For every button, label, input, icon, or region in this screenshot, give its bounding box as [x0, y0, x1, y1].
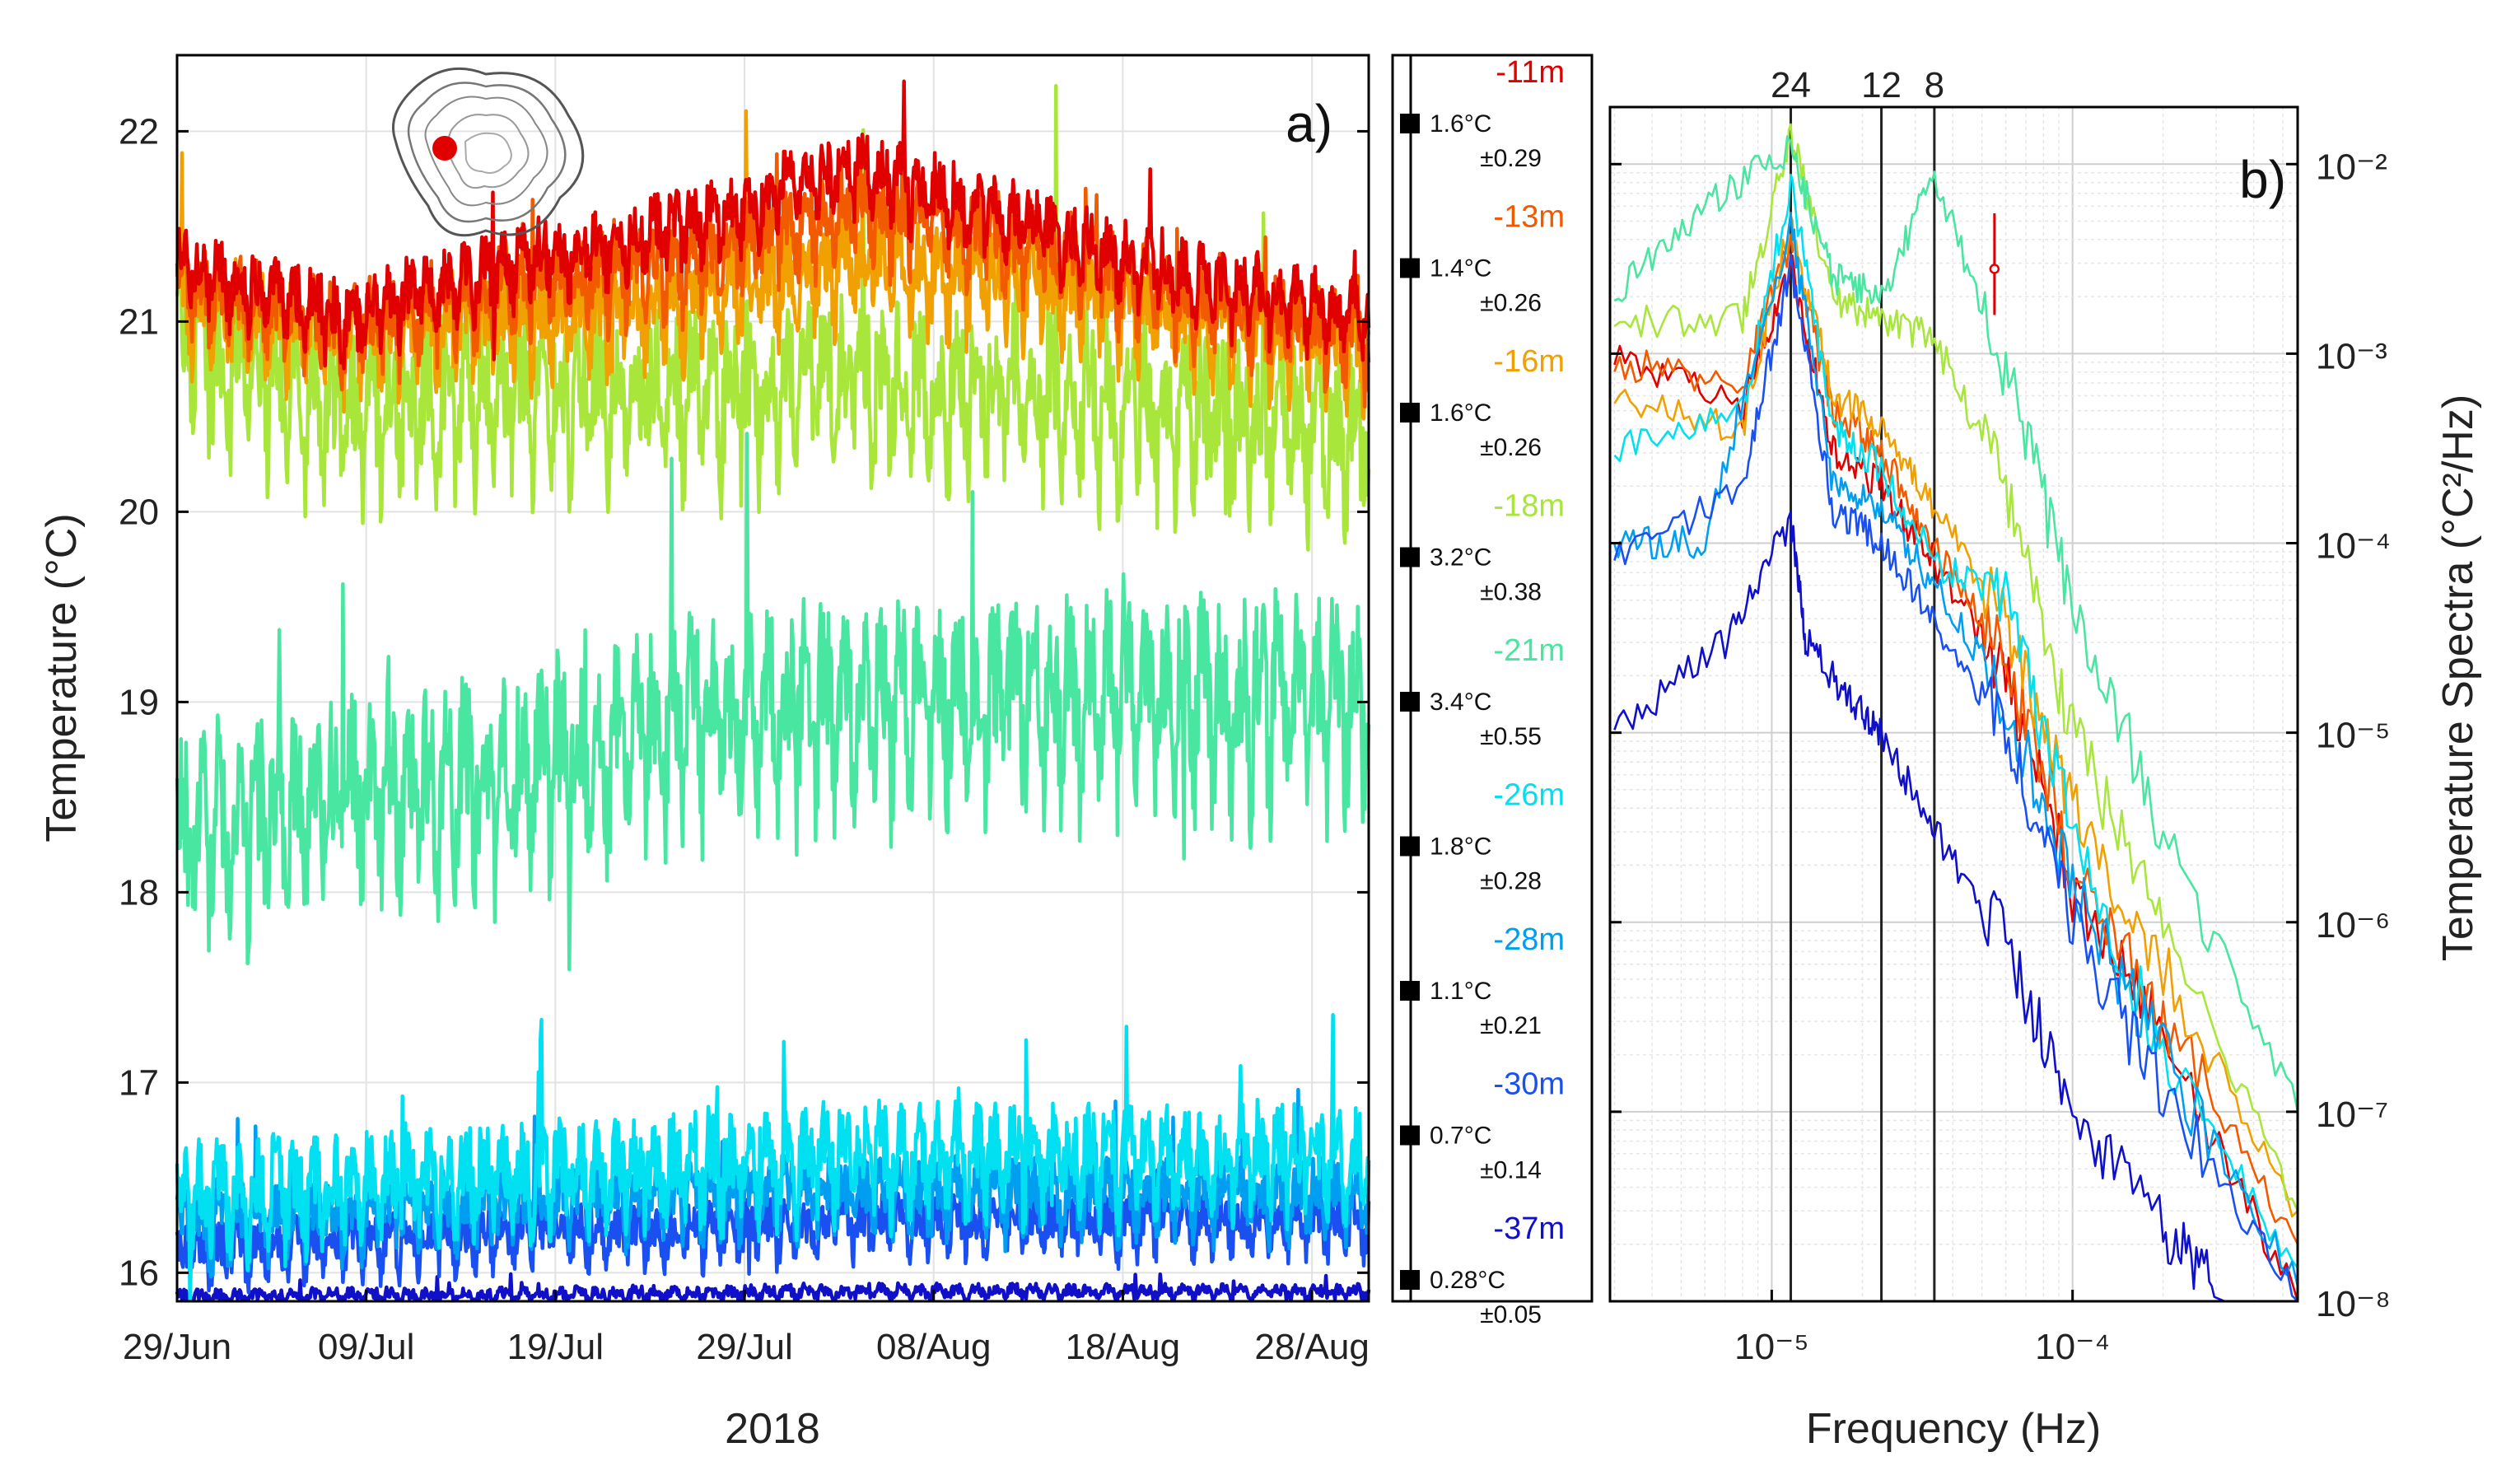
- legend-depth-label: -13m: [1493, 200, 1565, 235]
- panel-a-x-tick-label: 08/Aug: [876, 1327, 991, 1367]
- legend-uncertainty: ±0.29: [1480, 145, 1542, 172]
- legend-depth-label: -26m: [1493, 778, 1565, 813]
- legend-frame: [1391, 54, 1594, 1303]
- depth-legend: -11m1.6°C±0.29-13m1.4°C±0.26-16m1.6°C±0.…: [1391, 54, 1594, 1328]
- legend-marker: [1400, 114, 1420, 133]
- legend-uncertainty: ±0.28: [1480, 868, 1542, 895]
- legend-std-value: 1.8°C: [1430, 833, 1491, 861]
- panel-a-y-tick-label: 21: [119, 301, 159, 342]
- panel-b-series: [1613, 123, 2299, 1303]
- panel-a-series: [175, 79, 1371, 1301]
- panel-a-x-tick-label: 29/Jun: [123, 1327, 231, 1367]
- legend-depth-label: -18m: [1493, 489, 1565, 524]
- panel-a-x-axis-label: 2018: [725, 1405, 820, 1453]
- panel-a-y-tick-label: 19: [119, 682, 159, 722]
- panel-a-y-tick-label: 22: [119, 111, 159, 152]
- panel-a-x-tick-label: 29/Jul: [696, 1327, 792, 1367]
- legend-uncertainty: ±0.26: [1480, 434, 1542, 461]
- panel-b-x-ticks: 10⁻⁵ 10⁻⁴: [1734, 1290, 2110, 1367]
- panel-b: 24 12 8 10⁻²10⁻³10⁻⁴10⁻⁵10⁻⁶10⁻⁷10⁻⁸ 10⁻⁵ 1…: [1608, 65, 2482, 1453]
- panel-a-x-ticks: 29/Jun 09/Jul 19/Jul 29/Jul 08/Aug 18/Aug 28/A…: [123, 1290, 1370, 1367]
- legend-depth-label: -30m: [1493, 1067, 1565, 1102]
- panel-b-x-tick-label: 10⁻⁵: [1734, 1327, 1808, 1367]
- panel-a-x-tick-label: 19/Jul: [507, 1327, 604, 1367]
- series-line-m37m: [175, 1272, 1371, 1301]
- spectrum-line: [1613, 135, 2299, 1113]
- panel-b-frame: [1608, 105, 2299, 1303]
- legend-std-value: 0.28°C: [1430, 1267, 1505, 1294]
- series-line-m21m: [175, 432, 1371, 972]
- legend-uncertainty: ±0.14: [1480, 1157, 1542, 1184]
- legend-marker: [1400, 981, 1420, 1001]
- legend-marker: [1400, 692, 1420, 712]
- panel-a-y-tick-label: 16: [119, 1253, 159, 1293]
- panel-b-x-tick-label: 10⁻⁴: [2035, 1327, 2110, 1367]
- panel-b-y-ticks: 10⁻² 10⁻³ 10⁻⁴ 10⁻⁵ 10⁻⁶ 10⁻⁷ 10⁻⁸: [1610, 147, 2391, 1324]
- lake-map-inset: [392, 67, 585, 237]
- spectrum-line: [1613, 253, 2298, 1302]
- period-marker-label: 24: [1771, 65, 1811, 105]
- panel-a-x-tick-label: 18/Aug: [1066, 1327, 1180, 1367]
- spectrum-line: [1613, 211, 2299, 1287]
- legend-uncertainty: ±0.38: [1480, 579, 1542, 606]
- legend-uncertainty: ±0.55: [1480, 723, 1542, 750]
- series-line-m26m: [175, 1012, 1371, 1301]
- panel-b-y-tick-label: 10⁻⁴: [2316, 526, 2391, 567]
- legend-marker: [1400, 1125, 1420, 1146]
- legend-std-value: 1.6°C: [1430, 110, 1491, 138]
- panel-b-y-tick-label: 10⁻⁸: [2316, 1284, 2391, 1324]
- panel-b-grid: [1610, 106, 2298, 1302]
- legend-depth-label: -11m: [1496, 55, 1565, 90]
- legend-std-value: 3.2°C: [1430, 544, 1491, 572]
- spectrum-line: [1613, 123, 2299, 1212]
- legend-depth-label: -28m: [1493, 922, 1565, 957]
- panel-b-y-tick-label: 10⁻²: [2316, 147, 2387, 187]
- legend-marker: [1400, 836, 1420, 857]
- legend-std-value: 1.6°C: [1430, 399, 1491, 427]
- panel-b-y-tick-label: 10⁻³: [2316, 336, 2387, 376]
- panel-a-frame: [175, 54, 1370, 1303]
- legend-std-value: 3.4°C: [1430, 689, 1491, 716]
- legend-std-value: 1.4°C: [1430, 255, 1491, 282]
- legend-std-value: 0.7°C: [1430, 1123, 1491, 1150]
- legend-marker: [1400, 547, 1420, 567]
- legend-uncertainty: ±0.21: [1480, 1012, 1542, 1039]
- period-marker-label: 12: [1861, 65, 1902, 105]
- period-marker-label: 8: [1925, 65, 1944, 105]
- panel-b-y-tick-label: 10⁻⁷: [2316, 1095, 2388, 1135]
- panel-a: 16 17 18 19 20 21 22 29/Jun 09/Jul 19/Jul 29/Jul 0…: [38, 54, 1371, 1453]
- legend-depth-label: -37m: [1493, 1212, 1565, 1246]
- legend-std-value: 1.1°C: [1430, 978, 1491, 1005]
- legend-marker: [1400, 1270, 1420, 1290]
- legend-depth-label: -21m: [1493, 633, 1565, 668]
- legend-marker: [1400, 258, 1420, 278]
- legend-marker: [1400, 403, 1420, 423]
- confidence-interval-center: [1989, 264, 2000, 274]
- panel-a-label: a): [1286, 94, 1332, 153]
- legend-depth-label: -16m: [1493, 344, 1565, 379]
- legend-uncertainty: ±0.26: [1480, 290, 1542, 317]
- panel-b-label: b): [2239, 150, 2286, 209]
- panel-b-confidence-bar: [1989, 213, 2000, 315]
- legend-items: -11m1.6°C±0.29-13m1.4°C±0.26-16m1.6°C±0.…: [1400, 55, 1565, 1328]
- panel-a-y-ticks: 16 17 18 19 20 21 22: [119, 111, 1369, 1293]
- spectrum-line: [1613, 173, 2299, 1269]
- panel-a-y-tick-label: 17: [119, 1062, 159, 1103]
- panel-b-x-axis-label: Frequency (Hz): [1806, 1405, 2101, 1453]
- legend-uncertainty: ±0.05: [1480, 1301, 1542, 1328]
- panel-b-y-tick-label: 10⁻⁵: [2316, 716, 2390, 756]
- panel-a-y-axis-label: Temperature (°C): [38, 513, 86, 842]
- panel-a-x-tick-label: 09/Jul: [318, 1327, 414, 1367]
- panel-a-x-tick-label: 28/Aug: [1254, 1327, 1369, 1367]
- panel-a-y-tick-label: 18: [119, 872, 159, 913]
- panel-b-period-markers: 24 12 8: [1771, 65, 1944, 1301]
- mooring-location-marker: [432, 136, 457, 161]
- panel-a-y-tick-label: 20: [119, 492, 159, 532]
- series-line-m11m: [175, 79, 1371, 371]
- spectrum-line: [1613, 233, 2299, 1245]
- panel-b-y-axis-label: Temperature Spectra (°C²/Hz): [2434, 395, 2482, 961]
- panel-b-y-tick-label: 10⁻⁶: [2316, 905, 2390, 945]
- spectrum-line: [1613, 510, 2225, 1303]
